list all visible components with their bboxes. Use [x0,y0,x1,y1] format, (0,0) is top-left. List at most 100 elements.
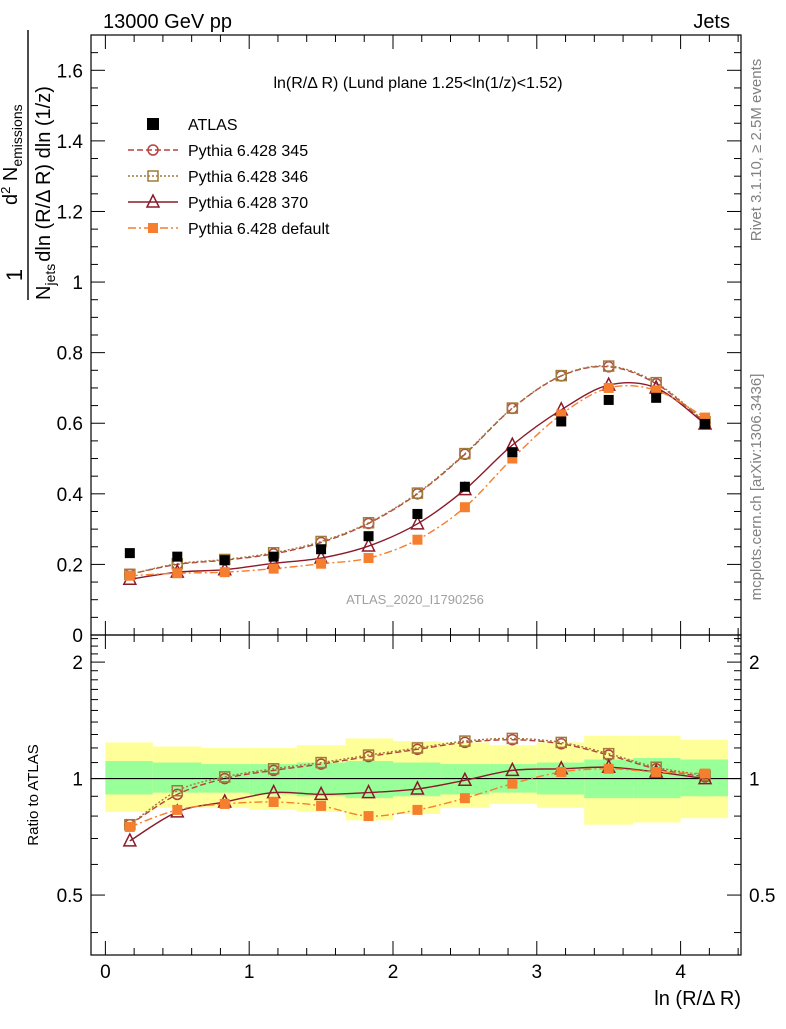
series-point [363,553,374,564]
ratio-point [603,763,614,774]
ratio-point [315,756,327,769]
data-point [268,551,279,562]
series-point [410,515,425,530]
ratio-band-inner [440,764,490,795]
ratio-point [457,771,473,787]
series-point [506,402,519,414]
series-point [411,487,424,499]
xtick-label: 2 [388,962,399,983]
series-point [700,412,711,423]
ratio-ytick-label-left: 0.5 [57,886,83,907]
main-ytick-label: 0.8 [57,344,83,365]
ratio-line [129,739,706,826]
data-point [700,418,711,429]
ratio-point [506,732,519,745]
main-ytick-label: 1.4 [57,132,84,153]
legend-marker [147,170,159,182]
main-ytick-label: 0.2 [57,555,83,576]
data-point [412,508,423,519]
series-point [507,453,518,464]
ratio-point [362,749,375,761]
ratio-point [505,761,520,777]
ratio-ytick-label-right: 2 [749,653,760,674]
series-point [268,563,279,574]
legend-marker [147,118,159,130]
data-point [219,555,230,566]
data-point [172,551,183,562]
data-point [556,416,567,427]
data-points [124,392,711,566]
ratio-band-inner [152,762,202,793]
ratio-point [268,796,279,807]
ratio-point [555,736,567,749]
ratio-point [316,800,327,811]
data-point [651,392,662,403]
series-line [129,382,706,580]
data-point [459,481,470,492]
ratio-point [410,780,425,795]
data-point [603,394,614,405]
series-point [651,385,662,396]
xtick-label: 0 [100,962,111,983]
series-point [412,534,423,545]
ratio-point [412,804,423,815]
ratio-band-inner [105,761,153,795]
xtick-label: 1 [244,962,255,983]
ratio-point [651,766,662,777]
series-point [603,382,614,393]
data-point [507,447,518,458]
data-point [124,548,135,559]
ratio-point [313,785,329,801]
ratio-point [267,763,280,775]
axis-ticks [91,34,741,955]
mc-curves [122,360,713,585]
main-ytick-label: 0.6 [57,414,83,435]
legend-label: Pythia 6.428 370 [188,195,308,212]
ylabel-top: d2 Nemissions [0,104,25,205]
legend-label: Pythia 6.428 default [188,221,330,238]
ratio-curves [122,732,713,847]
ratio-point [507,778,518,789]
ratio-point [459,793,470,804]
ratio-point [700,768,711,779]
data-point [316,544,327,555]
ratio-point [218,771,231,783]
ratio-point [122,832,138,847]
series-point [506,402,519,415]
main-ytick-label: 1 [72,273,83,294]
main-ylabel: 1 d2 Nemissions Njetsdln (R/Δ R) dln (1/… [0,30,58,300]
legend-label: Pythia 6.428 346 [188,169,308,186]
ratio-point [171,785,184,797]
series-point [361,537,376,552]
series-point [219,567,230,578]
main-ytick-label: 1.6 [57,61,83,82]
series-point [459,447,471,460]
ratio-point [556,766,567,777]
ratio-plot-frame [90,634,742,956]
ratio-ytick-label-right: 1 [749,770,760,791]
legend-label: Pythia 6.428 345 [188,143,308,160]
series-point [362,517,375,529]
series-point [555,369,567,382]
main-ytick-label: 0.4 [57,485,84,506]
series-point [602,360,615,372]
legend-label: ATLAS [188,117,238,134]
ratio-point [172,804,183,815]
ratio-ytick-label-left: 1 [72,770,83,791]
header-left: 13000 GeV pp [103,11,232,33]
ylabel-numerator: 1 [2,269,27,281]
ratio-point [124,821,135,832]
ratio-point [459,735,471,747]
series-point [556,409,567,420]
tick-labels: 0 0.2 0.4 0.6 0.8 1 1.2 1.4 1.6 0.5 0.5 1 1 2 2 0 1 2 3 4 [57,61,776,983]
series-point [316,558,327,569]
ratio-point [363,811,374,822]
ratio-ytick-label-right: 0.5 [749,886,775,907]
series-point [459,502,470,513]
legend-marker [148,223,158,233]
ratio-ytick-label-left: 2 [72,653,83,674]
legend-marker [147,144,159,156]
analysis-watermark: ATLAS_2020_I1790256 [346,592,484,607]
